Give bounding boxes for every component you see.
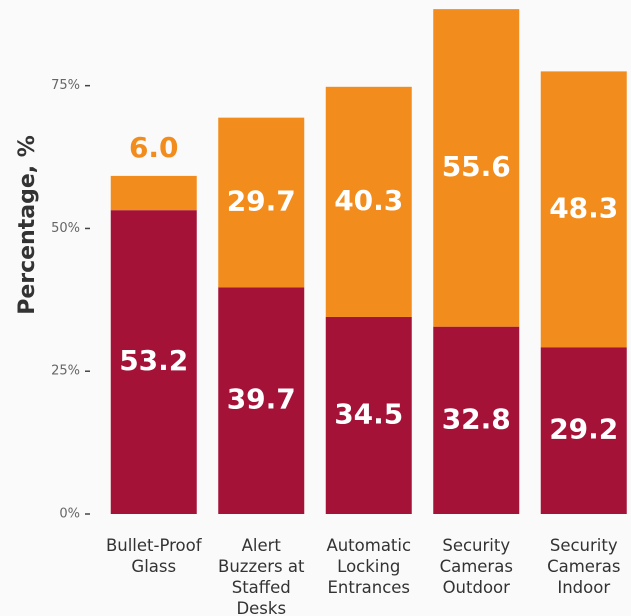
y-tick-label: 75% <box>51 78 80 93</box>
data-label: 34.5 <box>334 397 403 430</box>
x-tick-label: Alert Buzzers at Staffed Desks <box>218 536 305 616</box>
data-label: 29.7 <box>227 184 296 217</box>
x-tick-label: Bullet-Proof Glass <box>105 536 202 576</box>
bar-segment <box>110 175 197 211</box>
bar-segment <box>218 117 305 288</box>
x-tick-label: Security Cameras Indoor <box>547 536 621 597</box>
data-label: 53.2 <box>119 344 188 377</box>
x-tick-label: Security Cameras Outdoor <box>439 536 513 597</box>
data-label: 55.6 <box>442 150 511 183</box>
y-tick-label: 50% <box>51 221 80 236</box>
data-label: 40.3 <box>334 184 403 217</box>
bar-segment <box>110 210 197 514</box>
data-label: 29.2 <box>549 413 618 446</box>
data-label: 32.8 <box>442 402 511 435</box>
y-axis-label: Percentage, % <box>15 135 40 315</box>
y-tick-label: 0% <box>59 507 80 522</box>
bar-segment <box>218 287 305 514</box>
bar-segment <box>433 9 520 327</box>
data-label: 48.3 <box>549 191 618 224</box>
data-label: 6.0 <box>129 131 179 164</box>
x-tick-label: Automatic Locking Entrances <box>326 536 412 597</box>
y-tick-label: 25% <box>51 364 80 379</box>
data-label: 39.7 <box>227 383 296 416</box>
bar-segment <box>540 347 627 514</box>
bar-segment <box>325 86 412 317</box>
bar-segment <box>433 326 520 514</box>
bar-segment <box>325 316 412 514</box>
bar-segment <box>540 71 627 348</box>
